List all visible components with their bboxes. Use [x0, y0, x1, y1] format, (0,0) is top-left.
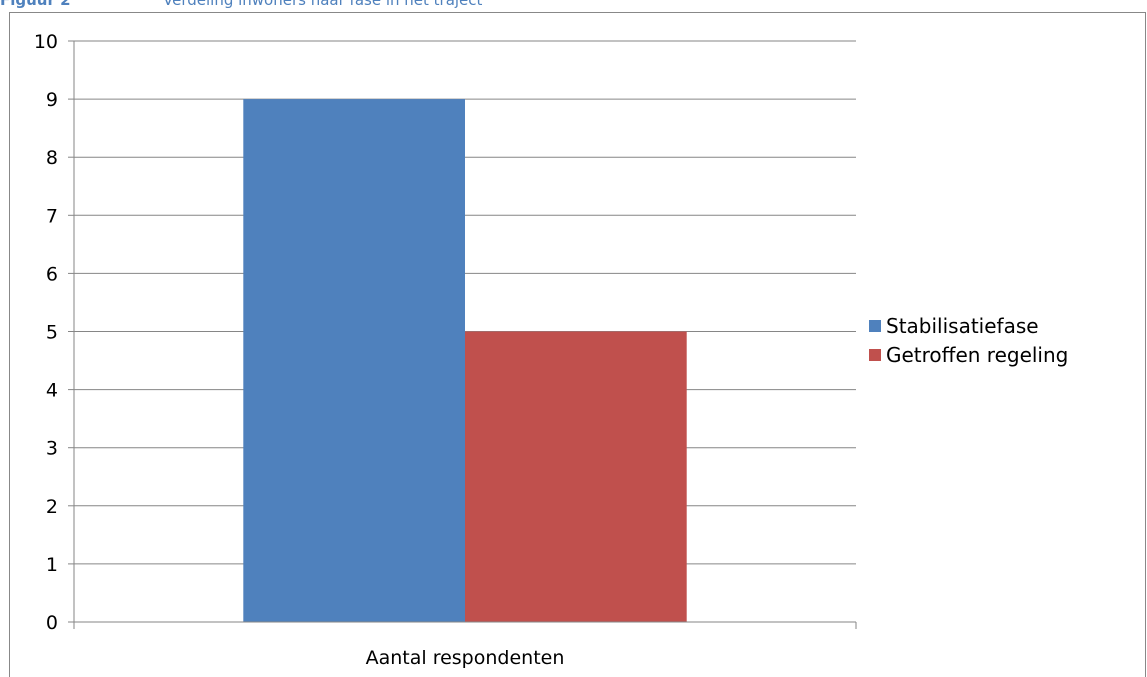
y-tick-label: 9: [46, 89, 58, 111]
figure-label: Figuur 2: [0, 0, 71, 9]
legend-label: Stabilisatiefase: [886, 314, 1039, 338]
y-tick-label: 0: [46, 612, 58, 634]
y-tick-label: 10: [34, 31, 58, 53]
y-tick-label: 1: [46, 554, 58, 576]
legend-swatch: [869, 349, 881, 361]
y-tick-label: 5: [46, 322, 58, 344]
bars: [243, 99, 687, 623]
legend-swatch: [869, 320, 881, 332]
legend-label: Getroffen regeling: [886, 343, 1068, 367]
bar-getroffen-regeling: [465, 331, 687, 622]
y-tick-label: 6: [46, 263, 58, 285]
x-category-label: Aantal respondenten: [366, 647, 565, 669]
y-tick-label: 2: [46, 496, 58, 518]
chart-frame: [9, 12, 1146, 677]
y-tick-label: 7: [46, 205, 58, 227]
figure-title: Verdeling inwoners naar fase in het traj…: [163, 0, 483, 9]
y-tick-label: 4: [46, 380, 58, 402]
y-tick-label: 3: [46, 438, 58, 460]
bar-stabilisatiefase: [243, 99, 465, 623]
y-tick-label: 8: [46, 147, 58, 169]
axes: 0 1 2 3 4 5 6 7 8 9 10 Aantal respondenten: [34, 31, 857, 669]
legend: Stabilisatiefase Getroffen regeling: [869, 314, 1068, 367]
